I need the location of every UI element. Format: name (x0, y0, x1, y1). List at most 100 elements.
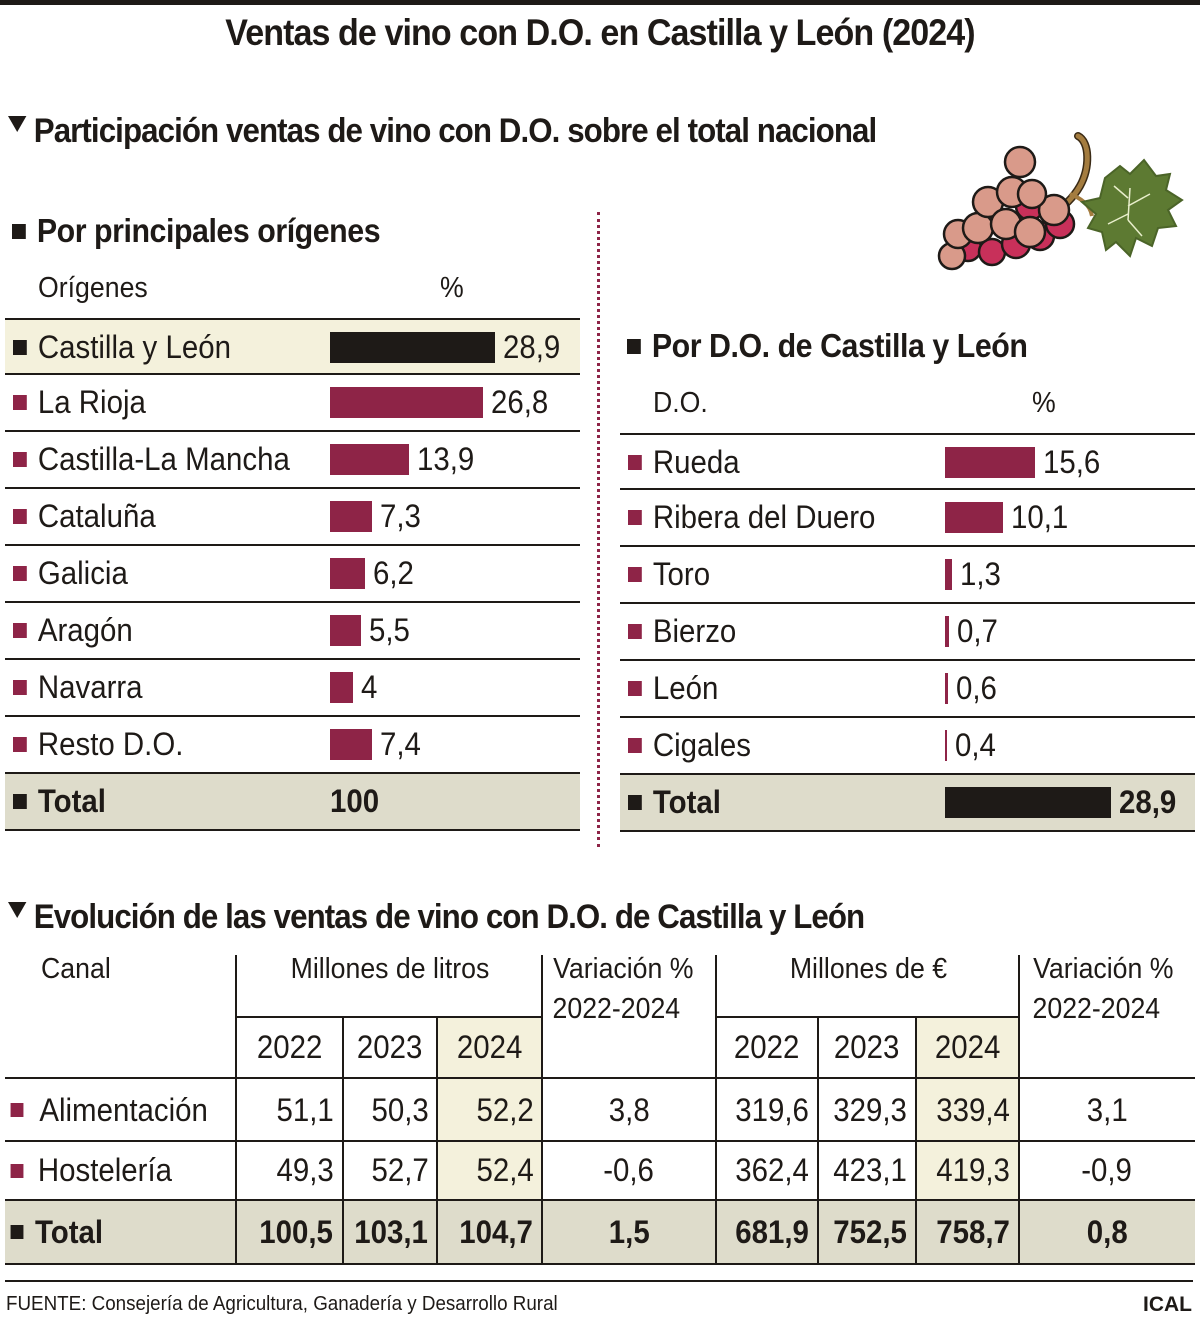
row-label-text: Rueda (652, 444, 740, 480)
row-label-text: La Rioja (37, 384, 146, 420)
year-2022-litros: 2022 (256, 1028, 323, 1065)
square-bullet-icon (13, 623, 27, 638)
square-bullet-icon (13, 452, 27, 467)
row-value: 10,1 (1011, 499, 1069, 535)
row-value: 1,3 (960, 556, 1002, 592)
row-label: Aragón (13, 603, 133, 658)
triangle-down-icon (8, 901, 27, 918)
cell: 319,6 (735, 1091, 809, 1128)
cell: 50,3 (371, 1091, 429, 1128)
table-row: Cigales 0,4 (620, 718, 1195, 775)
row-label-text: León (652, 670, 719, 706)
row-value: 0,4 (955, 727, 997, 763)
cell: 51,1 (276, 1091, 334, 1128)
page-title: Ventas de vino con D.O. en Castilla y Le… (225, 12, 975, 53)
data-bar (330, 332, 495, 363)
square-bullet-icon (13, 794, 27, 809)
row-label-text: Cigales (652, 727, 752, 763)
total-row: Total 100 (5, 774, 580, 831)
cell: 0,8 (1086, 1213, 1128, 1250)
square-bullet-icon (628, 510, 642, 525)
subheading-do-cyl: Por D.O. de Castilla y León (627, 327, 1028, 365)
year-2022-euros: 2022 (734, 1028, 800, 1065)
column-header-percent: % (440, 272, 464, 304)
square-bullet-icon (628, 681, 642, 696)
grid-line (5, 1263, 1195, 1265)
row-label: León (628, 661, 718, 716)
data-bar (330, 387, 483, 418)
grid-line (1018, 955, 1020, 1264)
data-bar (945, 502, 1004, 533)
data-bar (945, 447, 1035, 478)
data-bar (330, 444, 410, 475)
cell: 758,7 (936, 1213, 1010, 1250)
grid-line (715, 955, 717, 1264)
table-row: León 0,6 (620, 661, 1195, 718)
section-title: Participación ventas de vino con D.O. so… (33, 112, 877, 150)
header-millones-euros: Millones de € (789, 953, 948, 985)
square-bullet-icon (628, 738, 642, 753)
cell: 3,8 (608, 1091, 650, 1128)
row-label-text: Ribera del Duero (652, 499, 876, 535)
row-value: 6,2 (373, 555, 415, 591)
header-variacion-euros: Variación % (1033, 953, 1174, 985)
row-value: 7,3 (379, 498, 421, 534)
row-label: Galicia (13, 546, 128, 601)
cell: 49,3 (276, 1152, 334, 1188)
header-variacion-euros-years: 2022-2024 (1032, 993, 1161, 1025)
row-label-text: Toro (652, 556, 711, 592)
section-evolucion-heading: Evolución de las ventas de vino con D.O.… (8, 898, 865, 937)
dotted-divider (597, 212, 600, 847)
table-row: Aragón 5,5 (5, 603, 580, 660)
square-bullet-icon (13, 509, 27, 524)
row-label-text: Aragón (37, 612, 133, 648)
row-label-text: Total (37, 783, 106, 819)
cell: 1,5 (608, 1213, 650, 1250)
cell: 419,3 (936, 1152, 1010, 1188)
grid-line (5, 1077, 1195, 1079)
row-value: 28,9 (1119, 784, 1177, 820)
year-2023-litros: 2023 (356, 1028, 423, 1065)
row-value: 15,6 (1042, 444, 1100, 480)
row-label: Navarra (13, 660, 143, 715)
square-bullet-icon (13, 340, 27, 355)
section-title: Evolución de las ventas de vino con D.O.… (33, 898, 865, 936)
table-row: Galicia 6,2 (5, 546, 580, 603)
data-bar (945, 559, 953, 590)
grid-line (5, 1140, 1195, 1142)
cell: 752,5 (833, 1213, 907, 1250)
footer-rule (5, 1280, 1193, 1282)
data-bar (945, 616, 950, 647)
row-label-text: Resto D.O. (37, 726, 184, 762)
grape-bunch-icon (937, 132, 1184, 271)
table-row: Ribera del Duero 10,1 (620, 490, 1195, 547)
table-row: Castilla-La Mancha 13,9 (5, 432, 580, 489)
cell: 52,4 (476, 1152, 534, 1188)
table-row: Castilla y León 28,9 (5, 318, 580, 375)
grid-line (715, 1016, 1019, 1018)
highlight-column-2024-euros (916, 1017, 1019, 1202)
row-label-hosteleria: Hostelería (10, 1141, 235, 1200)
grid-line (235, 1016, 542, 1018)
data-bar (330, 558, 366, 589)
header-canal: Canal (41, 953, 111, 985)
subheading-text: Por principales orígenes (36, 212, 381, 249)
subheading-text: Por D.O. de Castilla y León (651, 327, 1028, 364)
data-bar (330, 672, 353, 703)
row-label: Castilla y León (13, 320, 231, 375)
row-value: 7,4 (380, 726, 422, 762)
cell: 100,5 (259, 1213, 333, 1250)
table-row: Cataluña 7,3 (5, 489, 580, 546)
square-bullet-icon (627, 338, 641, 354)
cell: 103,1 (354, 1213, 428, 1250)
row-value: 4 (360, 669, 378, 705)
header-millones-litros: Millones de litros (290, 953, 489, 985)
cell: 339,4 (936, 1091, 1010, 1128)
data-bar (945, 787, 1112, 818)
row-value: 100 (330, 783, 380, 819)
column-header-origenes: Orígenes (38, 272, 148, 304)
row-label: Cigales (628, 718, 751, 773)
cell: -0,9 (1081, 1152, 1133, 1188)
grid-line (5, 1199, 1195, 1201)
row-value: 0,7 (957, 613, 998, 649)
